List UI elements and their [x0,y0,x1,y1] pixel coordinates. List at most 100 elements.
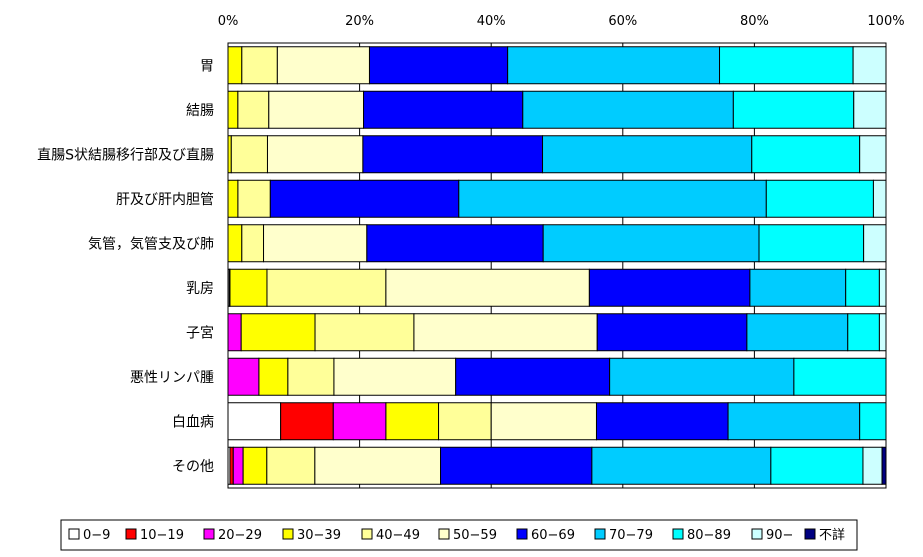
bar-segment [227,179,239,218]
bar-segment [719,46,854,85]
bar-segment [241,224,265,263]
legend-label: 80−89 [687,528,731,543]
legend-label: 70−79 [609,528,653,543]
category-label: 子宮 [186,325,214,341]
bar-segment [751,135,861,174]
bar-segment [878,313,887,352]
bar-segment [458,179,767,218]
bar-segment [862,446,883,485]
bar-segment [232,446,244,485]
legend-label: 0−9 [83,528,110,543]
legend-swatch [361,528,373,540]
bar-segment [266,135,364,174]
bar-segment [765,179,874,218]
bar-segment [596,313,748,352]
bar-segment [280,402,334,441]
bar-segment [385,402,440,441]
category-label: 肝及び肝内胆管 [116,192,214,208]
bar-segment [287,357,335,396]
category-label: その他 [172,459,214,475]
bar-segment [268,90,365,129]
x-tick-label: 100% [867,14,904,29]
bar-segment [522,90,734,129]
bar-segment [227,357,260,396]
bar-segment [845,268,880,307]
category-labels: 胃結腸直腸S状結腸移行部及び直腸肝及び肝内胆管気管，気管支及び肺乳房子宮悪性リン… [37,58,214,475]
bar-segment [266,446,316,485]
bar-segment [732,90,855,129]
bar-segment [859,402,887,441]
bar-segment [609,357,795,396]
bar-segment [413,313,598,352]
legend-label: 10−19 [140,528,184,543]
category-label: 乳房 [186,281,214,297]
bar-segment [363,90,524,129]
x-tick-label: 0% [218,14,239,29]
bar-segment [230,135,268,174]
legend-swatch [804,528,816,540]
legend-swatch [438,528,450,540]
bar-segment [440,446,593,485]
legend-label: 90− [766,528,793,543]
category-label: 直腸S状結腸移行部及び直腸 [37,146,214,163]
bar-segment [507,46,721,85]
bar-segment [727,402,861,441]
bar-segment [852,46,887,85]
x-tick-label: 60% [608,14,637,29]
category-label: 結腸 [186,103,214,119]
bar-segment [368,46,509,85]
bar-segment [385,268,590,307]
legend-swatch [282,528,294,540]
bar-segment [490,402,597,441]
bar-segment [872,179,887,218]
bar-segment [746,313,849,352]
x-tick-label: 20% [345,14,374,29]
legend-swatch [672,528,684,540]
category-label: 悪性リンパ腫 [130,370,214,386]
bar-segment [366,224,544,263]
legend-swatch [125,528,137,540]
bar-segment [758,224,865,263]
legend-label: 不詳 [819,527,845,543]
legend-swatch [68,528,80,540]
plot-frame [227,42,887,489]
legend-label: 50−59 [453,528,497,543]
x-tick-label: 80% [740,14,769,29]
x-tick-label: 40% [477,14,506,29]
bar-segment [859,135,887,174]
bar-segment [847,313,880,352]
legend-swatch [594,528,606,540]
legend-label: 30−39 [297,528,341,543]
bar-segment [263,224,368,263]
bar-segment [588,268,751,307]
bar-segment [438,402,492,441]
legend: 0−9 10−19 20−29 30−39 40−49 50−59 60−69 70−79 80… [60,519,858,551]
bar-segment [542,135,753,174]
bar-segment [227,402,282,441]
bar-segment [269,179,460,218]
bar-segment [241,46,278,85]
bar-segment [276,46,370,85]
bar-segment [227,224,243,263]
legend-swatch [203,528,215,540]
legend-swatch [516,528,528,540]
bar-segment [266,268,387,307]
bar-segment [591,446,772,485]
bar-segment [332,402,387,441]
bar-segment [455,357,611,396]
bar-segment [237,90,270,129]
legend-label: 60−69 [531,528,575,543]
category-label: 気管，気管支及び肺 [88,236,214,252]
legend-box [60,519,858,551]
bar-segment [237,179,271,218]
bar-segment [770,446,864,485]
bar-segment [333,357,457,396]
bar-segment [242,446,268,485]
bar-segment [362,135,544,174]
category-label: 白血病 [172,414,214,430]
bar-segment [542,224,760,263]
bar-segment [314,313,415,352]
bar-segment [229,268,268,307]
bar-segment [227,90,239,129]
